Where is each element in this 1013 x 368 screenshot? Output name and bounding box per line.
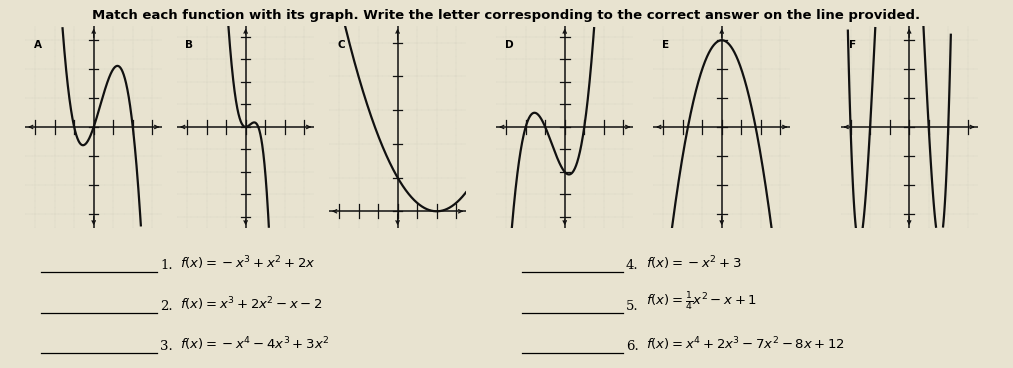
Text: 3.: 3.	[160, 340, 173, 353]
Text: Match each function with its graph. Write the letter corresponding to the correc: Match each function with its graph. Writ…	[92, 9, 921, 22]
Text: D: D	[504, 40, 514, 50]
Text: C: C	[337, 40, 345, 50]
Text: 6.: 6.	[626, 340, 639, 353]
Text: $f(x) = x^4 + 2x^3 - 7x^2 - 8x + 12$: $f(x) = x^4 + 2x^3 - 7x^2 - 8x + 12$	[646, 336, 845, 353]
Text: A: A	[33, 40, 42, 50]
Text: $f(x) = -x^4 - 4x^3 + 3x^2$: $f(x) = -x^4 - 4x^3 + 3x^2$	[180, 336, 329, 353]
Text: $f(x) = x^3 + 2x^2 - x - 2$: $f(x) = x^3 + 2x^2 - x - 2$	[180, 295, 323, 313]
Text: 4.: 4.	[626, 259, 638, 272]
Text: $f(x) = -x^2 + 3$: $f(x) = -x^2 + 3$	[646, 255, 742, 272]
Text: F: F	[849, 40, 856, 50]
Text: 1.: 1.	[160, 259, 172, 272]
Text: 2.: 2.	[160, 300, 172, 313]
Text: $f(x) = -x^3 + x^2 + 2x$: $f(x) = -x^3 + x^2 + 2x$	[180, 255, 316, 272]
Text: $f(x) = \frac{1}{4}x^2 - x + 1$: $f(x) = \frac{1}{4}x^2 - x + 1$	[646, 291, 758, 313]
Text: E: E	[661, 40, 669, 50]
Text: 5.: 5.	[626, 300, 638, 313]
Text: B: B	[185, 40, 193, 50]
